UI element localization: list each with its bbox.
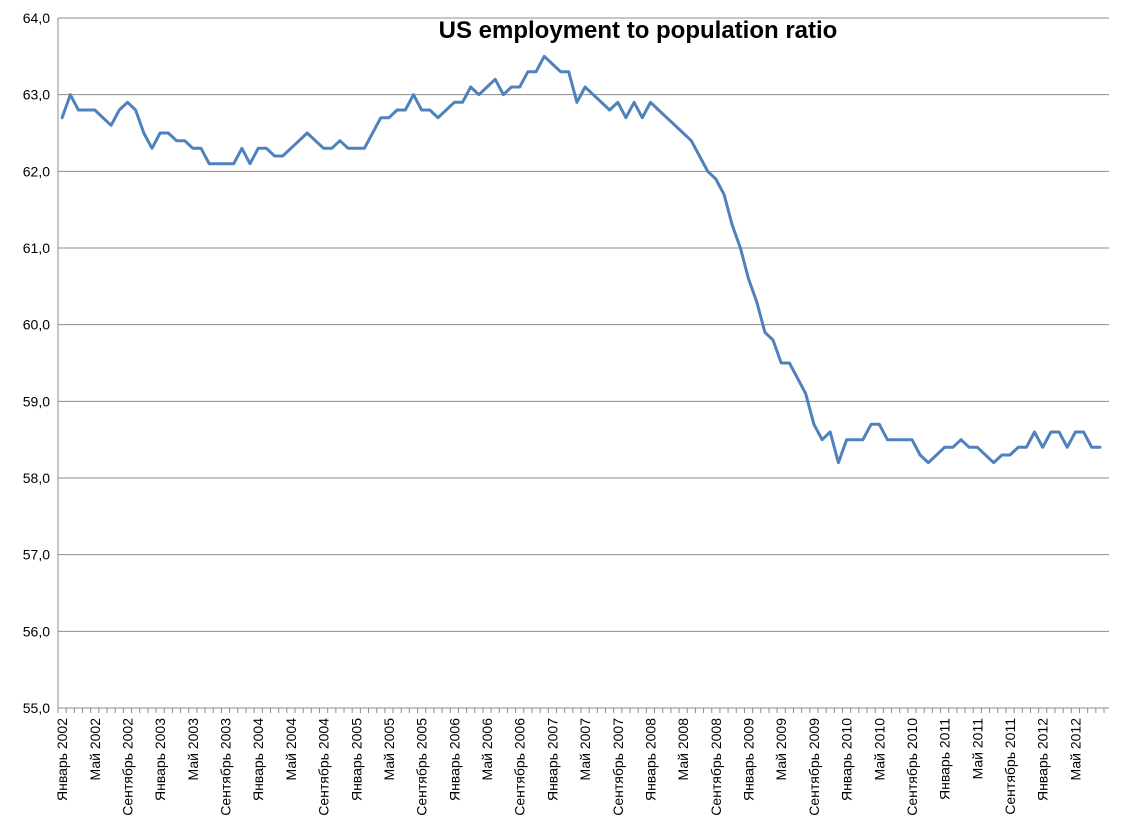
x-tick-label: Январь 2011: [937, 718, 953, 800]
x-tick-label: Май 2007: [577, 718, 593, 781]
x-tick-label: Май 2006: [479, 718, 495, 781]
y-tick-label: 58,0: [23, 470, 50, 486]
x-tick-labels: Январь 2002 Май 2002 Сентябрь 2002 Январь 2…: [54, 718, 1083, 816]
x-tick-label: Январь 2005: [348, 718, 364, 801]
y-tick-label: 56,0: [23, 623, 50, 639]
series-group: [60, 54, 1102, 465]
x-tick-label: Сентябрь 2009: [806, 718, 822, 816]
y-tick-label: 61,0: [23, 240, 50, 256]
series-line: [60, 54, 1102, 465]
x-tick-label: Сентябрь 2007: [610, 718, 626, 816]
y-axis: 55,0 56,0 57,0 58,0 59,0 60,0 61,0 62,0 63,0 64,0: [23, 10, 50, 716]
x-tick-label: Сентябрь 2004: [316, 718, 332, 816]
x-tick-label: Сентябрь 2011: [1002, 718, 1018, 815]
y-tick-label: 57,0: [23, 547, 50, 563]
x-tick-label: Сентябрь 2008: [708, 718, 724, 816]
x-tick-label: Январь 2003: [152, 718, 168, 801]
y-tick-label: 60,0: [23, 317, 50, 333]
x-tick-label: Январь 2007: [544, 718, 560, 801]
x-tick-label: Сентябрь 2006: [512, 718, 528, 816]
x-tick-label: Май 2011: [969, 718, 985, 780]
x-tick-label: Январь 2004: [250, 718, 266, 801]
x-tick-label: Сентябрь 2010: [904, 718, 920, 816]
x-tick-label: Май 2003: [185, 718, 201, 781]
x-tick-label: Май 2010: [871, 718, 887, 781]
x-tick-label: Май 2002: [87, 718, 103, 781]
x-tick-label: Январь 2009: [741, 718, 757, 801]
x-tick-label: Май 2012: [1067, 718, 1083, 781]
y-tick-label: 59,0: [23, 393, 50, 409]
x-tick-label: Сентябрь 2003: [218, 718, 234, 816]
y-tick-label: 55,0: [23, 700, 50, 716]
x-tick-label: Январь 2012: [1035, 718, 1051, 801]
y-tick-label: 62,0: [23, 163, 50, 179]
x-tick-label: Май 2008: [675, 718, 691, 781]
x-tick-label: Январь 2008: [642, 718, 658, 801]
x-tick-label: Сентябрь 2002: [119, 718, 135, 816]
x-tick-label: Май 2004: [283, 718, 299, 781]
y-tick-label: 64,0: [23, 10, 50, 26]
x-axis: [57, 18, 1109, 713]
x-tick-label: Сентябрь 2005: [414, 718, 430, 816]
x-tick-label: Май 2005: [381, 718, 397, 781]
chart-title: US employment to population ratio: [439, 17, 838, 44]
gridlines: [58, 17, 1109, 632]
x-tick-label: Январь 2010: [839, 718, 855, 801]
x-tick-label: Май 2009: [773, 718, 789, 781]
y-tick-label: 63,0: [23, 87, 50, 103]
x-tick-label: Январь 2006: [446, 718, 462, 801]
x-tick-label: Январь 2002: [54, 718, 70, 801]
